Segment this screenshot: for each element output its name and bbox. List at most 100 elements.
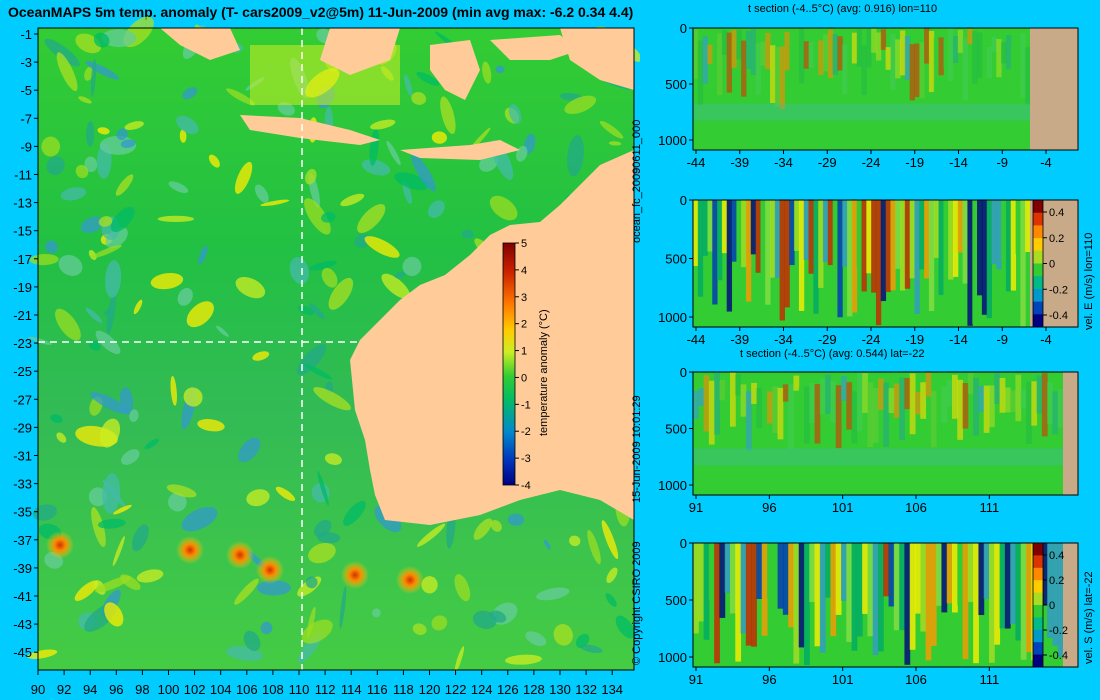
section-land (1030, 28, 1078, 150)
lon-tick-label: 106 (236, 682, 258, 697)
section-x-tick-label: -19 (905, 155, 924, 170)
lon-tick-label: 122 (445, 682, 467, 697)
velocity-colorbar-tick-label: -0.2 (1049, 625, 1068, 637)
lon-tick-label: 108 (262, 682, 284, 697)
velocity-colorbar-tick-label: 0.2 (1049, 575, 1064, 587)
section-x-tick-label: 111 (979, 500, 999, 515)
lat-tick-label: -9 (20, 139, 32, 154)
section-x-tick-label: -44 (687, 155, 706, 170)
colorbar-tick-label: 0 (521, 372, 527, 384)
lat-tick-label: -45 (13, 645, 32, 660)
colorbar-tick-label: 2 (521, 319, 527, 331)
section-panel-1: 0 500 1000-44 -39 -34 -29 -24 -19 -14 -9 -4 (658, 21, 1079, 170)
colorbar-tick-label: 3 (521, 292, 527, 304)
lat-tick-label: -21 (13, 308, 32, 323)
lon-tick-label: 118 (393, 682, 414, 697)
velocity-colorbar-tick-label: 0.2 (1049, 233, 1064, 245)
lat-tick-label: -11 (14, 168, 32, 183)
depth-tick-label: 500 (665, 252, 687, 267)
colorbar-tick-label: -4 (521, 480, 531, 492)
section-x-tick-label: 106 (905, 672, 927, 687)
panel3-title: t section (-4..5°C) (avg: 0.544) lat=-22 (740, 348, 925, 360)
lat-tick-label: -37 (13, 533, 32, 548)
velocity-colorbar-tick-label: -0.2 (1049, 284, 1068, 296)
lat-tick-label: -23 (13, 336, 32, 351)
depth-tick-label: 500 (665, 77, 687, 92)
land-masses (160, 28, 634, 525)
section-x-tick-label: -39 (730, 155, 749, 170)
section-x-tick-label: 91 (689, 500, 703, 515)
lat-tick-label: -35 (13, 505, 32, 520)
lon-tick-label: 132 (575, 682, 597, 697)
section-x-tick-label: -14 (949, 155, 968, 170)
section-x-tick-label: 101 (832, 500, 854, 515)
lon-tick-label: 114 (341, 682, 362, 697)
map-frame (27, 16, 640, 673)
lat-tick-label: -25 (13, 364, 32, 379)
lat-tick-label: -13 (13, 196, 32, 211)
depth-tick-label: 0 (680, 193, 687, 208)
latitude-axis: -1 -3 -5 -7 -9 -11 -13 -15 -17 -19 -21 -23 -25 -27 -29… (13, 27, 38, 660)
page-title: OceanMAPS 5m temp. anomaly (T- cars2009_… (8, 4, 634, 20)
lon-tick-label: 126 (497, 682, 519, 697)
depth-tick-label: 0 (680, 365, 687, 380)
section-x-tick-label: 111 (979, 672, 999, 687)
lon-tick-label: 100 (158, 682, 180, 697)
lat-tick-label: -33 (13, 477, 32, 492)
section-x-tick-label: 96 (762, 672, 776, 687)
lat-tick-label: -27 (13, 392, 32, 407)
section-x-tick-label: -9 (996, 155, 1008, 170)
depth-tick-label: 1000 (658, 478, 687, 493)
panel4-colorbar: 0.4 0.2 0 -0.2 -0.4 (1032, 542, 1068, 668)
depth-tick-label: 500 (665, 422, 687, 437)
colorbar-tick-label: 5 (521, 238, 527, 250)
depth-tick-label: 0 (680, 536, 687, 551)
lon-tick-label: 110 (289, 682, 310, 697)
section-x-tick-label: -34 (774, 155, 793, 170)
panel2-colorbar-label: vel. E (m/s) lon=110 (1083, 232, 1095, 330)
section-x-tick-label: 106 (905, 500, 927, 515)
colorbar-tick-label: -2 (521, 426, 531, 438)
lat-tick-label: -7 (20, 111, 32, 126)
lat-tick-label: -41 (13, 589, 32, 604)
map-area: -1-3-5-7-9-11-13-15-17-19-21-23-25-27-29… (13, 16, 640, 697)
lon-tick-label: 116 (367, 682, 388, 697)
panel2-colorbar: 0.4 0.2 0 -0.2 -0.4 (1032, 199, 1068, 328)
lat-tick-label: -43 (13, 617, 32, 632)
section-x-tick-label: -19 (905, 332, 924, 347)
velocity-colorbar-tick-label: -0.4 (1049, 310, 1068, 322)
section-x-tick-label: 96 (762, 500, 776, 515)
velocity-colorbar-tick-label: 0.4 (1049, 550, 1064, 562)
section-x-tick-label: 101 (832, 672, 854, 687)
colorbar-tick-label: 1 (521, 346, 527, 358)
colorbar-label: temperature anomaly (°C) (538, 309, 550, 436)
lon-tick-label: 130 (549, 682, 571, 697)
section-x-tick-label: -39 (730, 332, 749, 347)
lon-tick-label: 102 (184, 682, 206, 697)
lat-tick-label: -31 (13, 449, 32, 464)
section-x-tick-label: -24 (862, 332, 881, 347)
lat-tick-label: -1 (20, 27, 32, 42)
lon-tick-label: 124 (471, 682, 493, 697)
lon-tick-label: 112 (315, 682, 336, 697)
colorbar-tick-label: 4 (521, 265, 527, 277)
section-x-tick-label: -29 (818, 332, 837, 347)
section-x-tick-label: -4 (1040, 155, 1052, 170)
australia-landmass (350, 150, 634, 525)
velocity-colorbar-tick-label: -0.4 (1049, 650, 1068, 662)
section-land (1063, 372, 1078, 495)
section-x-tick-label: -9 (996, 332, 1008, 347)
section-x-tick-label: 91 (689, 672, 703, 687)
lon-tick-label: 104 (210, 682, 232, 697)
depth-tick-label: 1000 (658, 133, 687, 148)
colorbar-tick-label: -1 (521, 399, 531, 411)
colorbar-tick-label: -3 (521, 453, 531, 465)
section-x-tick-label: -4 (1040, 332, 1052, 347)
panel1-title: t section (-4..5°C) (avg: 0.916) lon=110 (748, 3, 938, 15)
lon-tick-label: 134 (601, 682, 623, 697)
section-x-tick-label: -29 (818, 155, 837, 170)
